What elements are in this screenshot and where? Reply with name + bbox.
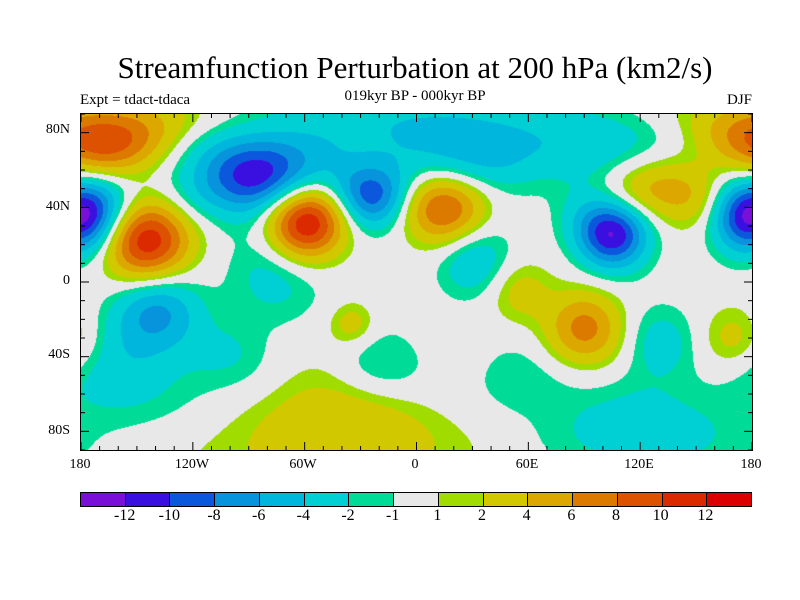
lon-label: 180 (69, 457, 91, 472)
plot-title: Streamfunction Perturbation at 200 hPa (… (117, 50, 713, 85)
colorbar-swatch (259, 493, 305, 506)
experiment-label: Expt = tdact-tdaca (80, 92, 191, 108)
colorbar-swatch (573, 493, 618, 506)
lon-label: 120E (624, 457, 654, 472)
streamfunction-contour-field (81, 114, 752, 450)
colorbar-label: 6 (567, 507, 576, 524)
axis-ticks (81, 114, 752, 450)
colorbar-swatch (349, 493, 395, 506)
colorbar-label: -8 (207, 507, 221, 524)
period-label: 019kyr BP - 000kyr BP (344, 88, 486, 104)
lat-label: 0 (63, 273, 70, 288)
colorbar-swatch (617, 493, 663, 506)
colorbar-label: 12 (697, 507, 714, 524)
colorbar-label: -1 (385, 507, 400, 524)
lat-label: 80S (48, 423, 70, 438)
colorbar-swatch (81, 493, 126, 506)
season-label: DJF (726, 92, 752, 108)
colorbar-label: -10 (158, 507, 180, 524)
colorbar-swatch (170, 493, 216, 506)
colorbar-swatch (483, 493, 529, 506)
colorbar-label: 1 (433, 507, 442, 524)
lat-label: 40S (48, 347, 70, 362)
map-panel (80, 113, 753, 451)
colorbar-swatch (528, 493, 574, 506)
colorbar-label: 10 (652, 507, 669, 524)
colorbar-swatch (215, 493, 260, 506)
colorbar-swatch (394, 493, 439, 506)
lon-label: 180 (740, 457, 762, 472)
lon-label: 120W (174, 457, 210, 472)
colorbar-swatch (438, 493, 484, 506)
colorbar-swatch (125, 493, 171, 506)
colorbar-label: 8 (612, 507, 620, 524)
colorbar (80, 492, 752, 507)
colorbar-label: -2 (341, 507, 355, 524)
lat-label: 40N (45, 199, 70, 214)
colorbar-label: -6 (251, 507, 266, 524)
colorbar-swatch (707, 493, 752, 506)
colorbar-label: 4 (522, 507, 531, 524)
colorbar-label: 2 (478, 507, 486, 524)
lon-label: 0 (411, 457, 419, 472)
colorbar-swatch (304, 493, 350, 506)
colorbar-label: -4 (296, 507, 310, 524)
colorbar-swatch (662, 493, 708, 506)
colorbar-label: -12 (113, 507, 136, 524)
lon-label: 60E (515, 457, 539, 472)
lon-label: 60W (289, 457, 317, 472)
lat-label: 80N (45, 122, 70, 137)
